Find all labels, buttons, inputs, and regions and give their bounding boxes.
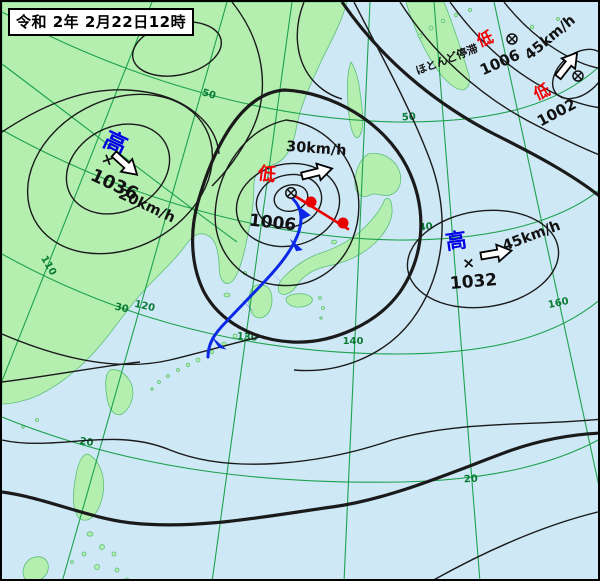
movement-speed: 30km/h <box>286 139 348 159</box>
land-hokkaido <box>354 152 402 197</box>
isobar-ne-thick <box>340 2 598 197</box>
land-sakhalin <box>347 61 364 139</box>
lat-label: 50 <box>402 112 417 124</box>
isobar-low-center-outer-thick <box>191 88 423 344</box>
low-center-icon <box>506 33 518 45</box>
pressure-value: 1006 <box>248 211 297 236</box>
lat-label: 50 <box>200 87 217 102</box>
cold-front-triangle <box>289 238 303 252</box>
warm-front <box>293 194 350 231</box>
land-jeju <box>223 292 231 298</box>
system-high-east: 高 × 1032 45km/h <box>444 218 563 294</box>
isobar <box>293 2 443 372</box>
land-izu-islands <box>318 296 325 320</box>
land-borneo-corner <box>22 556 49 579</box>
land-philippine-islands <box>70 531 130 579</box>
low-symbol: 低 <box>255 162 277 186</box>
low-symbol: 低 <box>473 27 496 51</box>
system-low-center: 低 1006 30km/h <box>248 139 347 236</box>
movement-arrow-e-icon <box>479 243 514 264</box>
isobar <box>2 361 141 383</box>
isobar-high-east <box>406 209 560 309</box>
land-kuril-islands <box>417 8 560 39</box>
pressure-value: 1006 <box>477 46 522 79</box>
pressure-value: 1032 <box>449 270 498 294</box>
cold-front-triangle <box>267 268 283 284</box>
isobar <box>503 2 598 69</box>
high-center-mark: × <box>462 254 476 273</box>
meridian-150e <box>433 2 481 579</box>
land-shikoku <box>285 293 313 308</box>
movement-arrow-se-icon <box>110 150 139 176</box>
meridian-120e <box>62 2 228 579</box>
parallel-50n <box>2 11 598 123</box>
isobar <box>449 2 598 109</box>
isobar-high-west-inner <box>65 123 171 215</box>
isobar <box>2 418 598 465</box>
meridian-130e <box>211 2 293 579</box>
cold-front-triangle <box>240 298 254 313</box>
cold-front-triangle <box>211 336 227 350</box>
isobar <box>433 511 598 579</box>
movement-arrow-ene-icon <box>300 162 334 182</box>
low-center-icon <box>572 70 584 82</box>
meridian-160e <box>493 2 598 485</box>
meridian-110e <box>2 2 153 383</box>
cold-front-line <box>206 197 303 359</box>
land-ryukyu-islands <box>150 333 238 391</box>
high-symbol: 高 <box>444 228 468 255</box>
parallel-30n <box>2 253 598 355</box>
low-symbol: 低 <box>530 80 553 104</box>
isobar-low-center-4 <box>214 119 360 287</box>
parallel-40n <box>2 129 598 241</box>
lat-label: 30 <box>114 302 130 316</box>
parallel-20n <box>2 416 598 483</box>
isobar <box>399 2 598 156</box>
isobar-south-thick <box>2 431 598 527</box>
cold-front <box>206 197 311 359</box>
isobar <box>296 2 343 100</box>
land-south-china-islets <box>21 418 39 429</box>
land-taiwan <box>105 369 134 416</box>
lon-label: 160 <box>547 296 570 311</box>
isobar-high-west-outer <box>26 93 214 255</box>
movement-arrow-ne-icon <box>553 51 579 81</box>
warm-front-semicircle <box>337 217 349 229</box>
meridian-140e <box>343 2 371 579</box>
isobar <box>2 333 265 366</box>
isobar-low-center-2 <box>255 173 323 229</box>
isobar <box>2 89 220 155</box>
lon-label: 120 <box>133 299 156 314</box>
lon-label: 140 <box>343 336 364 347</box>
lat-label: 20 <box>464 474 479 486</box>
warm-front-semicircle <box>305 196 317 208</box>
lat-label: 20 <box>79 436 95 449</box>
system-low-far-ne: 45km/h 低 1002 <box>522 12 584 130</box>
chart-date-title: 令和 2年 2月22日12時 <box>8 8 195 36</box>
land-sado <box>330 239 337 245</box>
isobar-low-center-1 <box>273 183 309 213</box>
low-center-icon <box>285 187 297 199</box>
cold-front-triangle <box>298 206 311 220</box>
